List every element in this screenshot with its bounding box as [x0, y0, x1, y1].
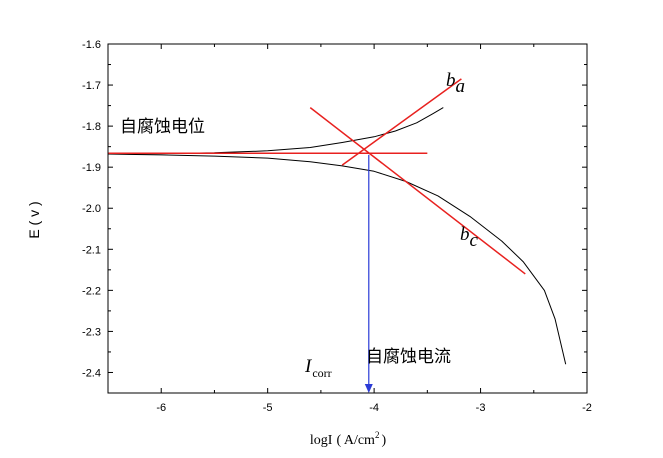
axis-ticks — [107, 43, 588, 393]
x-tick-label: -6 — [156, 402, 166, 414]
x-tick-label: -4 — [369, 402, 379, 414]
y-tick-label: -1.6 — [82, 39, 101, 51]
annotation-icorr: Icorr — [304, 356, 332, 380]
x-axis-label-sup: 2 — [375, 430, 380, 440]
annotation-corrosion-current: 自腐蚀电流 — [366, 347, 451, 367]
plot-curves — [107, 107, 567, 365]
tangent-lines — [108, 78, 526, 275]
anodic-tafel-line — [341, 78, 462, 166]
y-tick-label: -2.1 — [82, 244, 101, 256]
y-tick-label: -2.2 — [82, 285, 101, 297]
y-tick-label: -1.7 — [82, 80, 101, 92]
x-axis-label-main: logI — [310, 433, 333, 448]
y-tick-label: -2.3 — [82, 326, 101, 338]
annotation-ba: ba — [446, 70, 465, 97]
corrosion-current-arrow — [364, 154, 373, 393]
x-tick-label: -2 — [582, 402, 592, 414]
x-axis-label-unit: ( A/cm — [336, 433, 375, 448]
plot-frame — [107, 43, 588, 394]
arrow-head — [364, 384, 373, 393]
cathodic-tafel-line — [309, 107, 526, 275]
tick-labels: -6 -5 -4 -3 -2 -1.6 -1.7 -1.8 -1.9 -2.0 -2.1 -2.2 -2… — [82, 39, 592, 414]
y-tick-label: -2.4 — [82, 367, 101, 379]
x-tick-label: -5 — [263, 402, 273, 414]
annotation-corrosion-potential: 自腐蚀电位 — [120, 117, 205, 137]
y-tick-label: -1.8 — [82, 121, 101, 133]
x-axis-label: logI( A/cm2) — [310, 430, 387, 448]
y-tick-label: -1.9 — [82, 162, 101, 174]
y-tick-label: -2.0 — [82, 203, 101, 215]
x-tick-label: -3 — [476, 402, 486, 414]
annotation-bc: bc — [460, 224, 479, 251]
x-axis-label-close: ) — [381, 433, 386, 448]
y-axis-label: E ( v ) — [26, 201, 42, 238]
series-cathodic-branch — [107, 153, 567, 365]
